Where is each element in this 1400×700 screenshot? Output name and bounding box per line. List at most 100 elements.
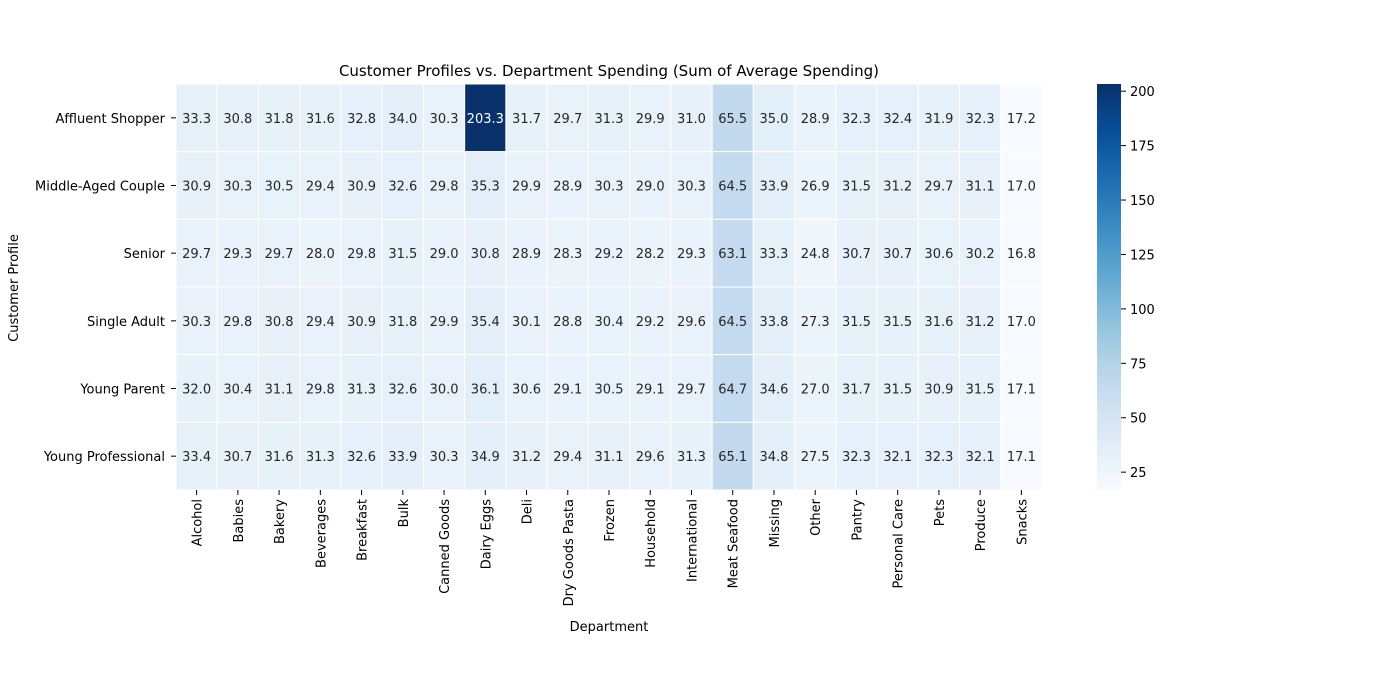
heatmap-cell	[422, 286, 466, 356]
cell-value-label: 27.5	[801, 450, 830, 465]
cell-value-label: 29.9	[512, 180, 541, 195]
colorbar-tick-label: 150	[1130, 194, 1155, 209]
cell-value-label: 30.6	[512, 383, 541, 398]
heatmap-cell	[1000, 421, 1043, 491]
cell-value-label: 64.5	[718, 315, 747, 330]
heatmap-cell	[794, 83, 837, 153]
x-tick-label: Deli	[521, 499, 536, 524]
heatmap-cell	[257, 286, 301, 356]
cell-value-label: 17.2	[1007, 112, 1036, 127]
cell-value-label: 34.0	[388, 112, 417, 127]
cell-value-label: 35.0	[759, 112, 788, 127]
cell-value-label: 65.5	[718, 112, 747, 127]
x-tick-label: Meat Seafood	[727, 499, 742, 588]
cell-value-label: 29.8	[223, 315, 252, 330]
heatmap-cell	[381, 286, 424, 356]
heatmap-cell	[629, 286, 672, 356]
colorbar-tick-label: 175	[1130, 140, 1155, 155]
y-tick-label: Young Professional	[43, 450, 165, 465]
heatmap-cell	[216, 83, 259, 153]
cell-value-label: 64.7	[718, 383, 747, 398]
cell-value-label: 31.8	[388, 315, 417, 330]
cell-value-label: 34.8	[759, 450, 788, 465]
cell-value-label: 28.9	[801, 112, 830, 127]
heatmap-cell	[587, 218, 631, 288]
x-tick-label: Pantry	[850, 499, 865, 541]
cell-value-label: 31.7	[842, 383, 871, 398]
heatmap-cell	[794, 286, 837, 356]
cell-value-label: 30.3	[430, 450, 459, 465]
heatmap-cell	[340, 421, 383, 491]
cell-value-label: 31.5	[842, 180, 871, 195]
heatmap-cell	[546, 151, 589, 220]
cell-value-label: 30.8	[223, 112, 252, 127]
heatmap-cell	[959, 286, 1002, 356]
cell-value-label: 36.1	[471, 383, 500, 398]
x-tick-label: Other	[809, 498, 824, 536]
heatmap-cell	[794, 151, 837, 220]
cell-value-label: 31.5	[388, 247, 417, 262]
cell-value-label: 29.1	[636, 383, 665, 398]
cell-value-label: 31.6	[265, 450, 294, 465]
heatmap-cell	[422, 421, 466, 491]
cell-value-label: 31.5	[883, 383, 912, 398]
y-axis-ticks: Affluent Shopper Middle-Aged Couple Senior…	[35, 112, 176, 465]
cell-value-label: 30.5	[265, 180, 294, 195]
cell-value-label: 33.3	[182, 112, 211, 127]
cell-value-label: 30.4	[223, 383, 252, 398]
x-tick-label: International	[685, 499, 700, 582]
heatmap-cell	[670, 218, 713, 288]
colorbar-tick-label: 25	[1130, 466, 1147, 481]
cell-value-label: 34.6	[759, 383, 788, 398]
cell-value-label: 28.0	[306, 247, 335, 262]
heatmap-cell	[546, 286, 589, 356]
heatmap-cell	[835, 83, 878, 153]
cell-value-label: 65.1	[718, 450, 747, 465]
cell-value-label: 32.1	[966, 450, 995, 465]
heatmap-cell	[299, 354, 342, 423]
cell-value-label: 30.9	[347, 315, 376, 330]
cell-value-label: 32.6	[347, 450, 376, 465]
cell-value-label: 31.5	[966, 383, 995, 398]
heatmap-cell	[670, 421, 713, 491]
cell-value-label: 30.3	[595, 180, 624, 195]
cell-value-label: 31.2	[512, 450, 541, 465]
cell-value-label: 32.3	[966, 112, 995, 127]
cell-value-label: 27.0	[801, 383, 830, 398]
heatmap-cell	[505, 218, 548, 288]
heatmap-cell	[711, 421, 754, 491]
x-tick-label: Beverages	[314, 499, 329, 568]
heatmap-cell	[917, 354, 961, 423]
cell-value-label: 30.3	[182, 315, 211, 330]
heatmap-cell	[175, 286, 218, 356]
heatmap-cell	[340, 218, 383, 288]
cell-value-label: 29.7	[677, 383, 706, 398]
x-tick-label: Household	[644, 499, 659, 568]
cell-value-label: 30.7	[883, 247, 912, 262]
y-tick-label: Young Parent	[79, 383, 165, 398]
cell-value-label: 28.3	[553, 247, 582, 262]
x-tick-label: Breakfast	[356, 499, 371, 561]
cell-value-label: 24.8	[801, 247, 830, 262]
colorbar	[1097, 84, 1121, 490]
heatmap-cell	[1000, 83, 1043, 153]
heatmap-cell	[257, 83, 301, 153]
heatmap-cell	[546, 83, 589, 153]
cell-value-label: 29.6	[636, 450, 665, 465]
heatmap-cell	[959, 83, 1002, 153]
cell-value-label: 31.1	[265, 383, 294, 398]
heatmap-cell	[917, 151, 961, 220]
heatmap-cell	[299, 218, 342, 288]
colorbar-tick-label: 75	[1130, 357, 1147, 372]
heatmap-cell	[299, 151, 342, 220]
heatmap-cell	[381, 218, 424, 288]
cell-value-label: 33.9	[388, 450, 417, 465]
cell-value-label: 29.7	[265, 247, 294, 262]
heatmap-cell	[257, 218, 301, 288]
heatmap-cell	[752, 354, 796, 423]
heatmap-cell	[216, 421, 259, 491]
heatmap-cell	[175, 218, 218, 288]
heatmap-cell	[175, 151, 218, 220]
heatmap-cell	[711, 83, 754, 153]
cell-value-label: 31.2	[966, 315, 995, 330]
